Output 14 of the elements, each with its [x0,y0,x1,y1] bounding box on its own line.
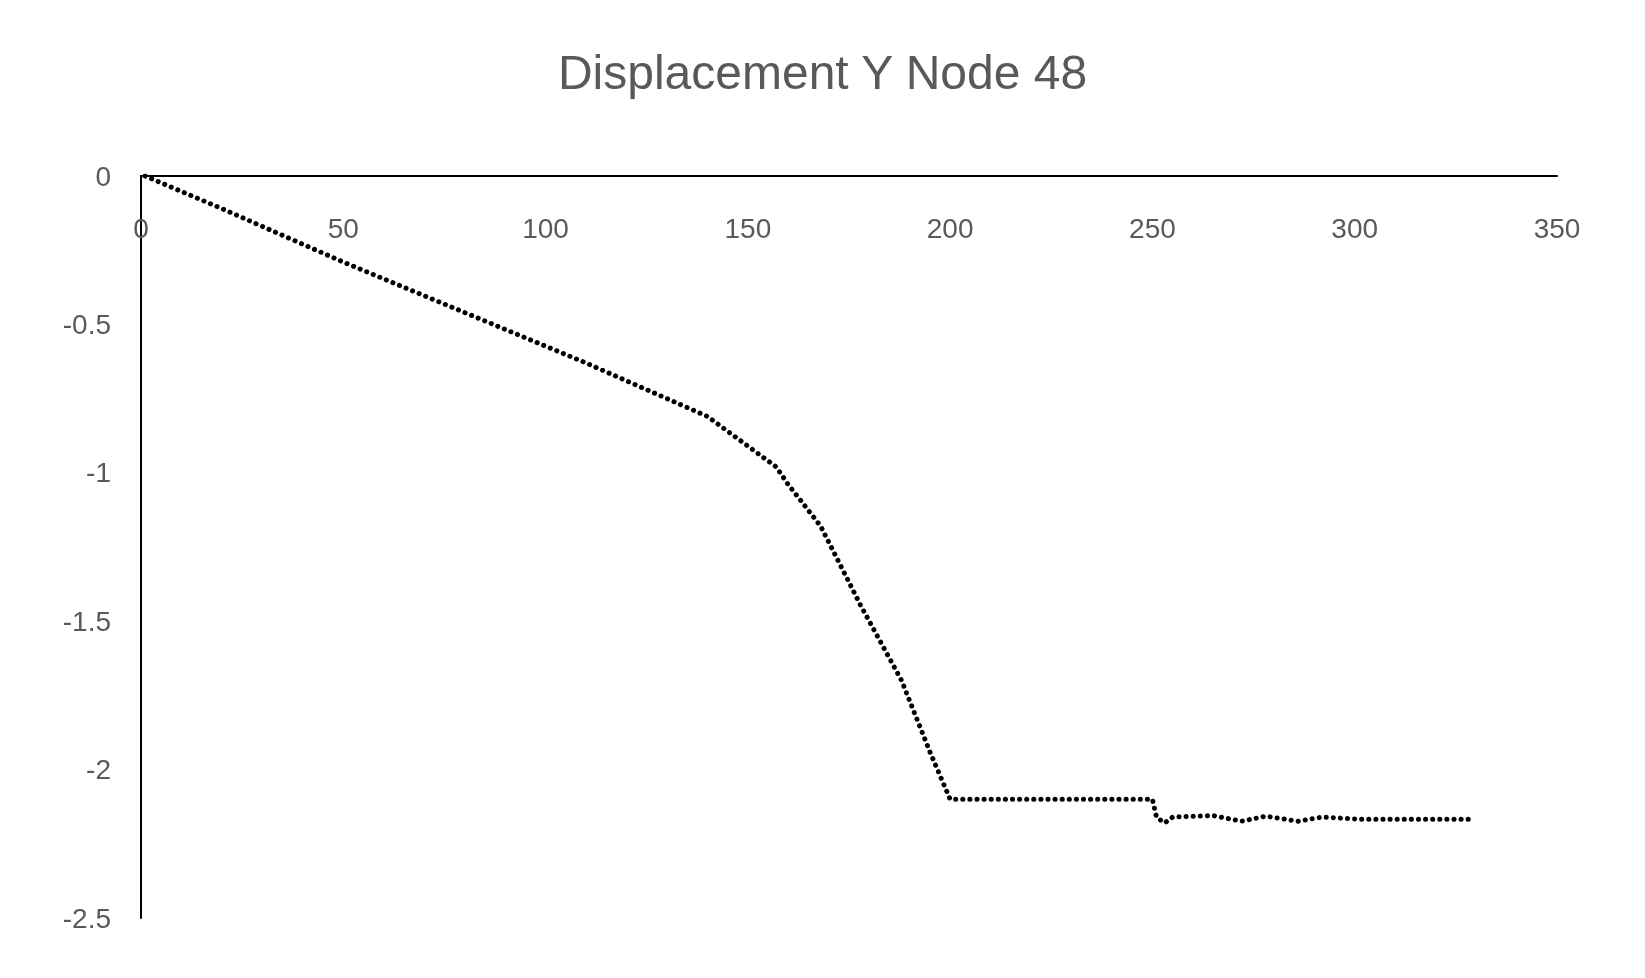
y-tick-label: 0 [95,160,111,192]
y-tick-label: -2 [86,754,111,786]
y-tick-label: -2.5 [62,902,111,934]
chart-title: Displacement Y Node 48 [557,45,1088,99]
x-tick-label: 100 [522,212,569,244]
x-tick-label: 50 [327,212,359,244]
y-tick-label: -0.5 [62,308,111,340]
x-tick-label: 200 [926,212,974,244]
y-tick-label: -1 [86,457,111,489]
x-tick-label: 250 [1129,212,1176,244]
x-tick-label: 150 [724,212,772,244]
x-tick-label: 300 [1331,212,1379,244]
y-tick-label: -1.5 [62,605,111,637]
x-tick-label: 350 [1533,212,1581,244]
